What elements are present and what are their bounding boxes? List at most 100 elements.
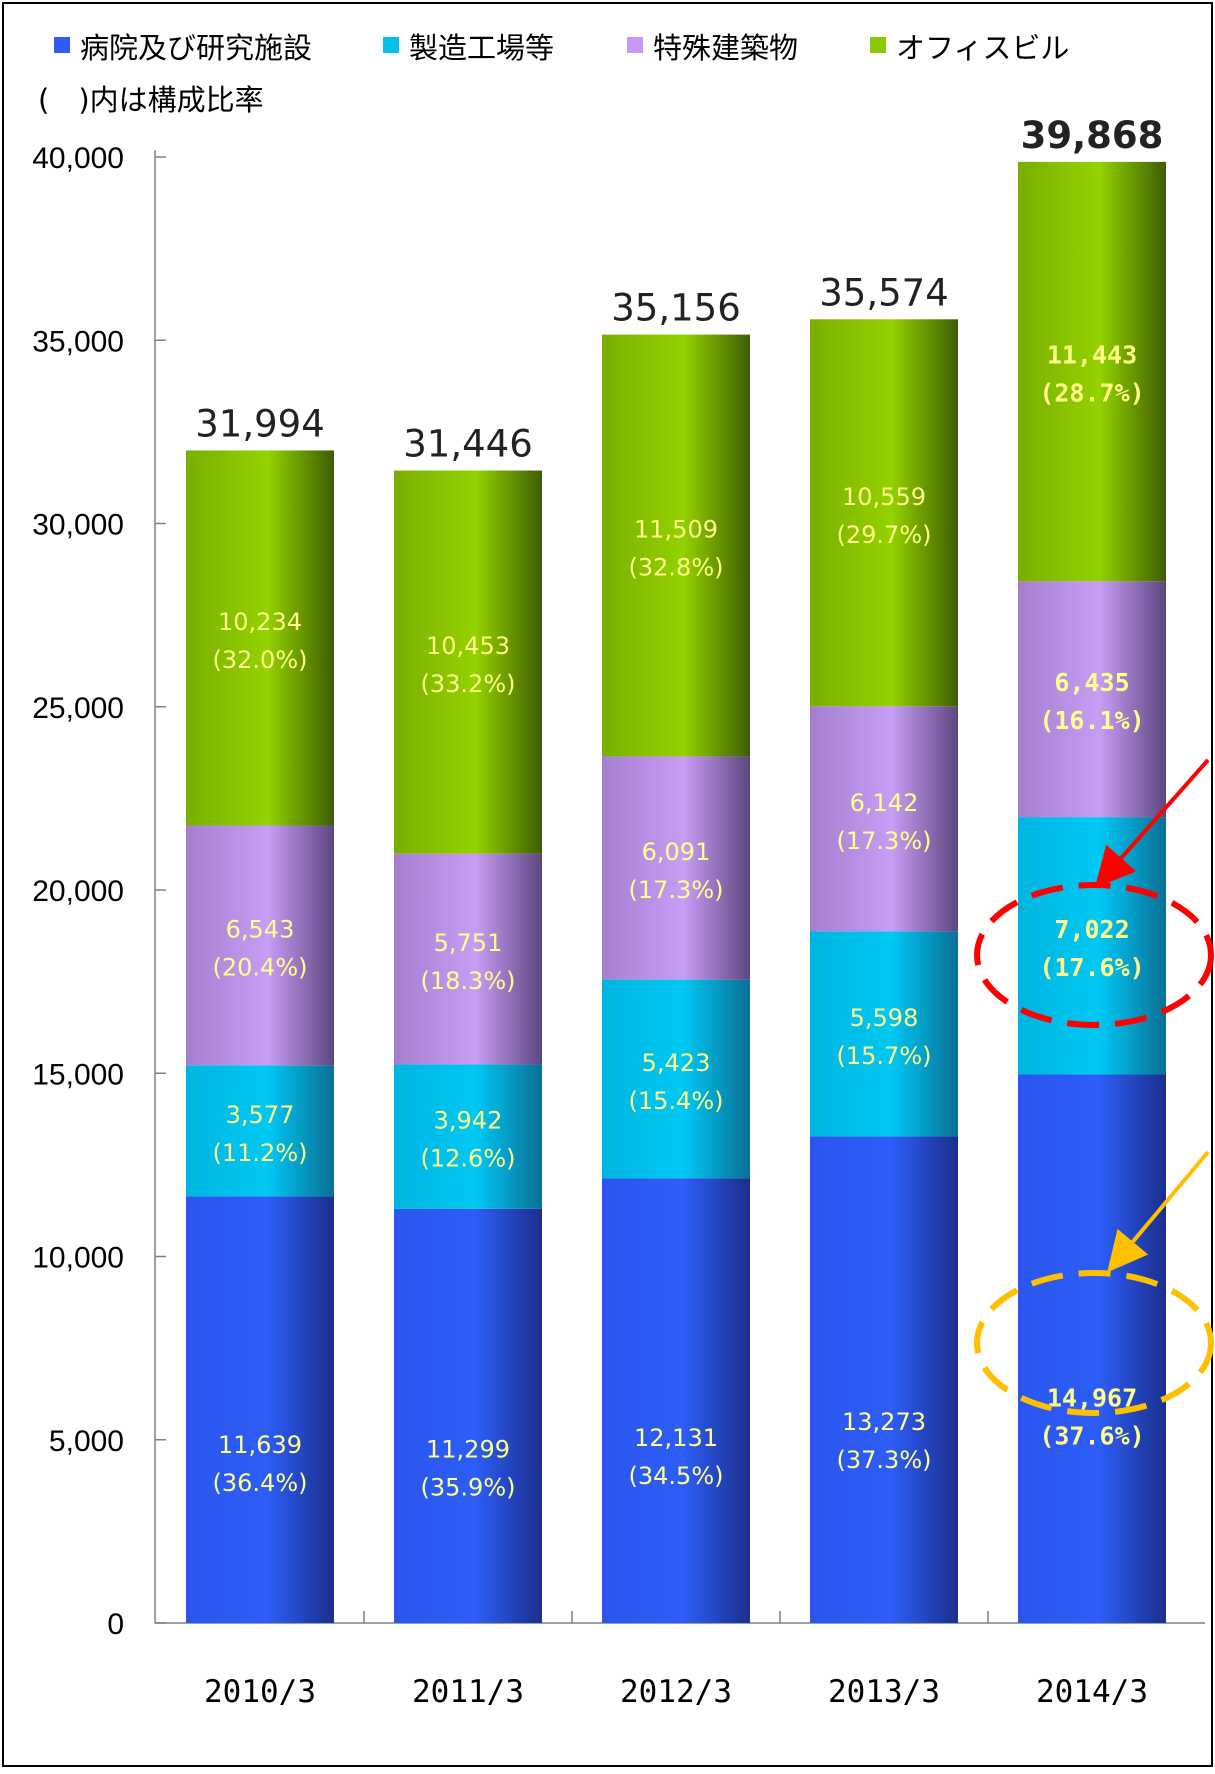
bar-segment-office bbox=[810, 319, 958, 707]
segment-percent-label: (18.3%) bbox=[421, 967, 516, 995]
legend-swatch-factory bbox=[383, 37, 399, 53]
segment-percent-label: (37.6%) bbox=[1039, 1422, 1144, 1451]
y-tick-label: 30,000 bbox=[32, 509, 124, 542]
legend-label-office: オフィスビル bbox=[896, 31, 1069, 65]
bar-segment-special bbox=[186, 825, 334, 1066]
bar-segment-factory bbox=[186, 1065, 334, 1197]
bar-segment-hospital bbox=[810, 1136, 958, 1623]
bar-segment-office bbox=[602, 334, 750, 757]
bar-segment-factory bbox=[810, 931, 958, 1137]
bar-totals: 31,994 31,446 35,156 35,574 39,868 bbox=[195, 114, 1163, 466]
bar-segment-factory bbox=[394, 1064, 542, 1209]
bar-segment-factory bbox=[602, 979, 750, 1179]
bar-total-label: 35,156 bbox=[611, 287, 740, 330]
bar-total-label: 31,446 bbox=[403, 423, 532, 466]
bar-segment-hospital bbox=[1018, 1074, 1166, 1623]
gold-dashed-ellipse bbox=[974, 1270, 1214, 1416]
segment-percent-label: (11.2%) bbox=[213, 1139, 308, 1167]
bar-segment-special bbox=[394, 853, 542, 1065]
segment-percent-label: (16.1%) bbox=[1039, 706, 1144, 735]
segment-percent-label: (35.9%) bbox=[421, 1474, 516, 1502]
bar-segment-special bbox=[602, 756, 750, 980]
segment-value-label: 14,967 bbox=[1047, 1384, 1137, 1413]
legend-label-hospital: 病院及び研究施設 bbox=[80, 31, 312, 65]
y-tick-label: 10,000 bbox=[32, 1242, 124, 1275]
segment-value-label: 10,559 bbox=[842, 483, 926, 511]
x-category-label: 2011/3 bbox=[412, 1674, 524, 1710]
bar-total-label: 31,994 bbox=[195, 402, 324, 445]
segment-value-label: 10,453 bbox=[426, 632, 510, 660]
legend-swatch-hospital bbox=[54, 37, 70, 53]
red-arrow bbox=[1094, 758, 1210, 888]
y-tick-label: 25,000 bbox=[32, 692, 124, 725]
y-tick-label: 5,000 bbox=[49, 1425, 124, 1458]
bar-total-label: 35,574 bbox=[819, 271, 948, 314]
segment-value-label: 3,577 bbox=[226, 1101, 295, 1129]
bar-segment-office bbox=[186, 450, 334, 826]
legend-swatch-office bbox=[870, 37, 886, 53]
segment-percent-label: (12.6%) bbox=[421, 1145, 516, 1173]
segment-value-label: 3,942 bbox=[434, 1107, 503, 1135]
legend-label-factory: 製造工場等 bbox=[409, 31, 554, 65]
bar-total-label: 39,868 bbox=[1021, 114, 1164, 157]
x-category-label: 2012/3 bbox=[620, 1674, 732, 1710]
segment-value-label: 11,639 bbox=[218, 1431, 302, 1459]
segment-value-label: 6,091 bbox=[642, 838, 711, 866]
segment-value-label: 6,543 bbox=[226, 915, 295, 943]
y-tick-label: 0 bbox=[107, 1608, 124, 1641]
category-labels: 2010/3 2011/3 2012/3 2013/3 2014/3 bbox=[204, 1674, 1148, 1710]
segment-value-label: 5,751 bbox=[434, 929, 503, 957]
bar-segment-special bbox=[810, 706, 958, 932]
segment-percent-label: (33.2%) bbox=[421, 670, 516, 698]
bar-segment-hospital bbox=[602, 1178, 750, 1623]
highlight-annotations bbox=[974, 758, 1214, 1416]
segment-value-label: 7,022 bbox=[1054, 915, 1129, 944]
legend: 病院及び研究施設 製造工場等 特殊建築物 オフィスビル bbox=[54, 31, 1069, 65]
bar-segment-office bbox=[1018, 161, 1166, 582]
legend-label-special: 特殊建築物 bbox=[653, 31, 798, 65]
segment-percent-label: (32.8%) bbox=[629, 554, 724, 582]
x-category-label: 2014/3 bbox=[1036, 1674, 1148, 1710]
segment-percent-label: (32.0%) bbox=[213, 646, 308, 674]
red-dashed-ellipse bbox=[974, 882, 1214, 1028]
segment-value-label: 11,443 bbox=[1047, 341, 1137, 370]
segment-value-label: 5,598 bbox=[850, 1004, 919, 1032]
segment-percent-label: (34.5%) bbox=[629, 1462, 724, 1490]
segment-percent-label: (17.3%) bbox=[837, 827, 932, 855]
segment-percent-label: (15.4%) bbox=[629, 1087, 724, 1115]
bar-segment-factory bbox=[1018, 817, 1166, 1075]
segment-percent-label: (17.3%) bbox=[629, 876, 724, 904]
segment-value-label: 5,423 bbox=[642, 1049, 711, 1077]
y-axis-ticks: 0 5,000 10,000 15,000 20,000 25,000 30,000 35,0… bbox=[32, 142, 989, 1641]
x-category-label: 2013/3 bbox=[828, 1674, 940, 1710]
segment-percent-label: (17.6%) bbox=[1039, 953, 1144, 982]
y-tick-label: 15,000 bbox=[32, 1058, 124, 1091]
segment-value-label: 10,234 bbox=[218, 608, 302, 636]
segment-value-label: 6,142 bbox=[850, 789, 919, 817]
y-tick-label: 40,000 bbox=[32, 142, 124, 175]
bar-segment-office bbox=[394, 470, 542, 854]
segment-value-label: 12,131 bbox=[634, 1424, 718, 1452]
segment-percent-label: (15.7%) bbox=[837, 1042, 932, 1070]
segment-value-label: 13,273 bbox=[842, 1408, 926, 1436]
x-category-label: 2010/3 bbox=[204, 1674, 316, 1710]
segment-value-label: 6,435 bbox=[1054, 668, 1129, 697]
y-tick-label: 35,000 bbox=[32, 325, 124, 358]
segment-percent-label: (20.4%) bbox=[213, 953, 308, 981]
segment-percent-label: (37.3%) bbox=[837, 1446, 932, 1474]
bar-segment-hospital bbox=[186, 1196, 334, 1623]
segment-percent-label: (28.7%) bbox=[1039, 379, 1144, 408]
gold-arrow bbox=[1107, 1150, 1210, 1273]
bar-segment-hospital bbox=[394, 1208, 542, 1623]
segment-value-label: 11,299 bbox=[426, 1436, 510, 1464]
y-tick-label: 20,000 bbox=[32, 875, 124, 908]
segment-percent-label: (36.4%) bbox=[213, 1469, 308, 1497]
segment-labels: 11,639 (36.4%) 3,577 (11.2%) 6,543 (20.4%) 10,… bbox=[213, 341, 1145, 1502]
legend-swatch-special bbox=[627, 37, 643, 53]
segment-value-label: 11,509 bbox=[634, 516, 718, 544]
segment-percent-label: (29.7%) bbox=[837, 521, 932, 549]
chart-subtitle: ( )内は構成比率 bbox=[38, 83, 264, 117]
